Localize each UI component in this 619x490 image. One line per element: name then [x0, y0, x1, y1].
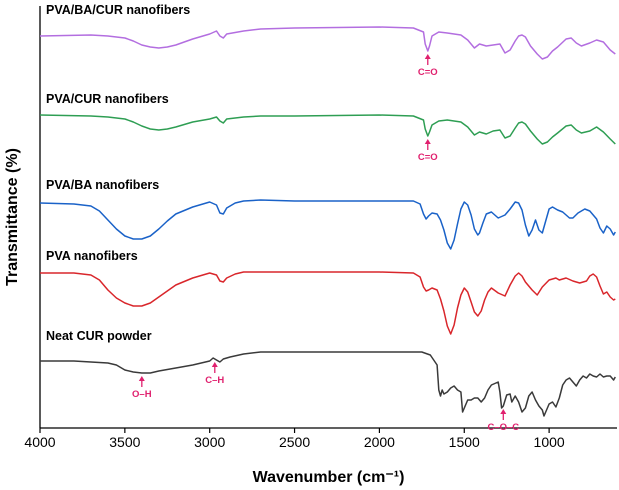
- x-tick-label: 1500: [449, 434, 480, 450]
- annotation-arrowhead: [424, 54, 431, 59]
- annotation-arrowhead: [138, 376, 145, 381]
- annotation-label: C–O–C: [487, 422, 519, 433]
- series-line-0: [39, 26, 616, 60]
- series-line-3: [40, 271, 616, 335]
- x-tick-label: 1000: [534, 434, 565, 450]
- x-axis-title: Wavenumber (cm⁻¹): [253, 469, 405, 486]
- peak-annotations: C=O C=O O–H C–H C–O–C: [132, 54, 519, 433]
- series-label-1: PVA/CUR nanofibers: [46, 92, 169, 106]
- annotation-label: C–H: [205, 375, 224, 386]
- x-axis-ticks: 4000 3500 3000 2500 2000 1500 1000: [24, 428, 565, 450]
- y-axis-title: Transmittance (%): [4, 148, 21, 286]
- series-label-0: PVA/BA/CUR nanofibers: [46, 3, 190, 17]
- series-labels: PVA/BA/CUR nanofibers PVA/CUR nanofibers P…: [46, 3, 190, 343]
- annotation-arrowhead: [211, 362, 218, 367]
- plot-frame: [39, 6, 617, 429]
- series-line-4: [40, 351, 616, 417]
- x-tick-label: 4000: [24, 434, 55, 450]
- series-label-2: PVA/BA nanofibers: [46, 178, 159, 192]
- x-tick-label: 2000: [364, 434, 395, 450]
- annotation-label: C=O: [418, 67, 438, 78]
- annotation-label: O–H: [132, 389, 152, 400]
- x-tick-label: 3000: [194, 434, 225, 450]
- x-tick-label: 2500: [279, 434, 310, 450]
- annotation-arrowhead: [500, 409, 507, 414]
- annotation-label: C=O: [418, 152, 438, 163]
- series-label-3: PVA nanofibers: [46, 249, 138, 263]
- x-tick-label: 3500: [109, 434, 140, 450]
- series-line-2: [39, 199, 616, 250]
- series-line-1: [39, 114, 616, 145]
- series-label-4: Neat CUR powder: [46, 329, 152, 343]
- spectra-traces: [39, 26, 616, 417]
- annotation-arrowhead: [424, 139, 431, 144]
